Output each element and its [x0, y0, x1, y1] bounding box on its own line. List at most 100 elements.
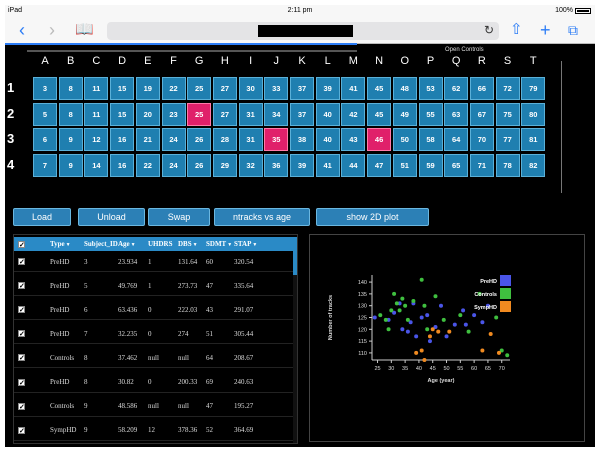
grid-cell[interactable]: 24	[161, 153, 186, 177]
unload-button[interactable]: Unload	[78, 208, 145, 226]
grid-cell[interactable]: 5	[33, 102, 57, 126]
table-row[interactable]: ✓ SympHD 9 58.209 12 378.36 52 364.69	[14, 421, 297, 441]
col-header-stap[interactable]: STAP▼	[234, 240, 258, 248]
grid-cell[interactable]: 67	[469, 102, 494, 126]
grid-cell[interactable]: 27	[212, 77, 237, 100]
grid-cell[interactable]: 26	[187, 153, 212, 177]
grid-cell[interactable]: 78	[495, 153, 520, 177]
row-checkbox[interactable]: ✓	[18, 402, 25, 411]
grid-cell[interactable]: 31	[238, 128, 263, 151]
grid-cell[interactable]: 75	[495, 102, 520, 126]
row-header-2[interactable]: 3	[7, 131, 15, 146]
row-header-0[interactable]: 1	[7, 80, 15, 95]
grid-cell[interactable]: 55	[418, 102, 443, 126]
share-icon[interactable]: ⇧	[510, 21, 523, 38]
row-header-3[interactable]: 4	[7, 156, 15, 172]
grid-cell[interactable]: 29	[212, 153, 237, 177]
grid-cell[interactable]: 20	[135, 102, 160, 126]
grid-cell[interactable]: 39	[290, 153, 314, 177]
column-header-10[interactable]: K	[298, 55, 306, 67]
grid-cell[interactable]: 65	[444, 153, 469, 177]
column-header-6[interactable]: G	[194, 55, 204, 67]
grid-cell[interactable]: 21	[135, 128, 160, 151]
grid-cell[interactable]: 31	[238, 102, 263, 126]
grid-cell[interactable]: 42	[341, 102, 366, 126]
grid-cell[interactable]: 58	[418, 128, 443, 151]
bookmarks-icon[interactable]: 📖	[75, 21, 94, 38]
grid-cell[interactable]: 43	[341, 128, 366, 151]
ntracks-vs-age-button[interactable]: ntracks vs age	[214, 208, 310, 226]
grid-cell[interactable]: 66	[469, 77, 494, 100]
grid-cell[interactable]: 38	[290, 128, 314, 151]
column-header-4[interactable]: E	[144, 55, 152, 67]
new-tab-icon[interactable]: +	[540, 20, 551, 40]
grid-cell[interactable]: 40	[315, 128, 340, 151]
grid-cell[interactable]: 49	[392, 102, 417, 126]
grid-cell[interactable]: 3	[33, 77, 57, 100]
grid-cell[interactable]: 35	[264, 128, 289, 151]
table-row[interactable]: ✓ PreHD 3 23.934 1 131.64 60 320.54	[14, 252, 297, 272]
grid-cell[interactable]: 71	[469, 153, 494, 177]
col-header-type[interactable]: Type▼	[50, 240, 71, 248]
grid-cell[interactable]: 40	[315, 102, 340, 126]
row-checkbox[interactable]: ✓	[18, 330, 25, 339]
grid-cell[interactable]: 32	[238, 153, 263, 177]
grid-cell[interactable]: 9	[58, 128, 83, 151]
grid-cell[interactable]: 15	[110, 102, 135, 126]
swap-button[interactable]: Swap	[148, 208, 210, 226]
grid-cell[interactable]: 77	[495, 128, 520, 151]
grid-cell[interactable]: 70	[469, 128, 494, 151]
grid-cell[interactable]: 44	[341, 153, 366, 177]
grid-cell[interactable]: 7	[33, 153, 57, 177]
back-icon[interactable]: ‹	[19, 20, 25, 40]
grid-cell[interactable]: 19	[135, 77, 160, 100]
grid-cell[interactable]: 80	[521, 102, 546, 126]
forward-icon[interactable]: ›	[49, 20, 55, 40]
grid-cell[interactable]: 25	[187, 77, 212, 100]
col-header-subject-id[interactable]: Subject_ID	[84, 240, 118, 248]
grid-cell[interactable]: 22	[135, 153, 160, 177]
grid-cell[interactable]: 46	[367, 128, 392, 151]
column-header-14[interactable]: O	[400, 55, 410, 67]
row-header-1[interactable]: 2	[7, 105, 15, 121]
grid-cell[interactable]: 11	[84, 102, 109, 126]
column-header-9[interactable]: J	[273, 55, 280, 67]
column-header-3[interactable]: D	[118, 55, 127, 67]
table-row[interactable]: ✓ PreHD 8 30.82 0 200.33 69 240.63	[14, 373, 297, 393]
grid-cell[interactable]: 8	[58, 77, 83, 100]
column-header-0[interactable]: A	[41, 55, 49, 67]
grid-cell[interactable]: 64	[444, 128, 469, 151]
column-header-13[interactable]: N	[375, 55, 384, 67]
row-checkbox[interactable]: ✓	[18, 354, 25, 363]
column-header-18[interactable]: S	[503, 55, 512, 67]
grid-cell[interactable]: 22	[161, 77, 186, 100]
grid-cell[interactable]: 41	[341, 77, 366, 100]
grid-cell[interactable]: 63	[444, 102, 469, 126]
grid-cell[interactable]: 39	[315, 77, 340, 100]
grid-cell[interactable]: 16	[110, 128, 135, 151]
grid-cell[interactable]: 36	[264, 153, 289, 177]
select-all-checkbox[interactable]: ✓	[18, 240, 25, 249]
grid-cell[interactable]: 33	[264, 77, 289, 100]
grid-cell[interactable]: 28	[212, 128, 237, 151]
grid-cell[interactable]: 11	[84, 77, 109, 100]
table-row[interactable]: ✓ Controls 8 37.462 null null 64 208.67	[14, 348, 297, 369]
row-checkbox[interactable]: ✓	[18, 282, 25, 291]
grid-cell[interactable]: 62	[444, 77, 469, 100]
grid-cell[interactable]: 53	[418, 77, 443, 100]
column-header-11[interactable]: L	[324, 55, 331, 67]
table-row[interactable]: ✓ Controls 9 48.586 null null 47 195.27	[14, 397, 297, 417]
table-row[interactable]: ✓ PreHD 7 32.235 0 274 51 305.44	[14, 324, 297, 345]
row-checkbox[interactable]: ✓	[18, 258, 25, 266]
grid-cell[interactable]: 27	[212, 102, 237, 126]
grid-cell[interactable]: 14	[84, 153, 109, 177]
grid-cell[interactable]: 6	[33, 128, 57, 151]
column-header-2[interactable]: C	[92, 55, 101, 67]
column-header-7[interactable]: H	[220, 55, 229, 67]
grid-cell[interactable]: 45	[367, 102, 392, 126]
show-2d-plot-button[interactable]: show 2D plot	[316, 208, 429, 226]
grid-cell[interactable]: 82	[521, 153, 546, 177]
row-checkbox[interactable]: ✓	[18, 306, 25, 315]
grid-cell[interactable]: 37	[290, 102, 314, 126]
grid-cell[interactable]: 12	[84, 128, 109, 151]
